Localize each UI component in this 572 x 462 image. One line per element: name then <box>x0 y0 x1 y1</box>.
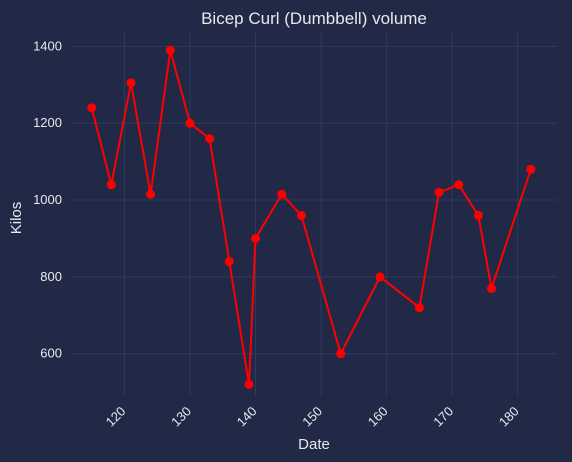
data-series <box>87 45 536 389</box>
data-point <box>486 283 496 293</box>
y-axis-ticks: 600 800 1000 1200 1400 <box>33 38 62 360</box>
data-point <box>375 272 385 282</box>
data-point <box>165 45 175 55</box>
data-point <box>336 349 346 359</box>
data-point <box>526 164 536 174</box>
y-tick-label: 800 <box>40 269 62 284</box>
data-point <box>205 134 215 144</box>
data-point <box>434 187 444 197</box>
data-point <box>473 210 483 220</box>
grid-lines <box>72 31 557 396</box>
data-point <box>146 189 156 199</box>
y-tick-label: 1200 <box>33 115 62 130</box>
data-point <box>296 210 306 220</box>
y-axis-label: Kilos <box>8 202 25 235</box>
data-point <box>126 78 136 88</box>
data-point <box>106 180 116 190</box>
y-tick-label: 600 <box>40 346 62 361</box>
data-point <box>87 103 97 113</box>
data-point <box>414 303 424 313</box>
data-point <box>244 379 254 389</box>
y-tick-label: 1000 <box>33 192 62 207</box>
data-point <box>454 180 464 190</box>
x-axis-label: Date <box>298 436 330 453</box>
data-point <box>185 118 195 128</box>
data-point <box>224 257 234 267</box>
y-tick-label: 1400 <box>33 38 62 53</box>
chart-title: Bicep Curl (Dumbbell) volume <box>201 9 427 28</box>
data-point <box>251 233 261 243</box>
data-point <box>277 189 287 199</box>
